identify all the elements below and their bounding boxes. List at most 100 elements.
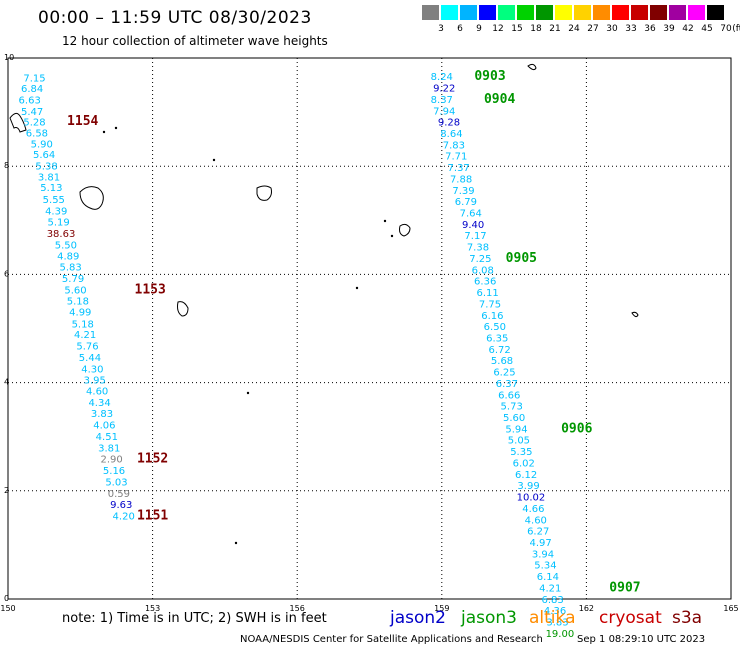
y-tick-label: 0 (4, 594, 9, 603)
wave-height-value: 3.83 (546, 618, 568, 629)
islet-dot (383, 219, 387, 223)
wave-height-value: 6.02 (513, 458, 535, 469)
legend-swatch (422, 5, 439, 20)
wave-height-value: 5.50 (55, 240, 77, 251)
legend-label: 39 (663, 24, 675, 34)
y-tick-label: 2 (4, 486, 9, 495)
legend-swatch (555, 5, 572, 20)
wave-height-value: 6.50 (484, 322, 506, 333)
x-tick-label: 150 (0, 604, 15, 613)
wave-height-value: 6.25 (493, 368, 515, 379)
wave-height-value: 5.47 (21, 107, 43, 118)
wave-height-value: 6.11 (476, 288, 498, 299)
pass-time-label: 1152 (137, 452, 168, 467)
wave-height-value: 7.15 (23, 73, 45, 84)
y-tick-label: 10 (4, 53, 14, 62)
wave-height-value: 5.18 (72, 319, 94, 330)
wave-height-value: 6.08 (472, 265, 494, 276)
wave-height-value: 7.25 (469, 254, 491, 265)
wave-height-value: 2.90 (100, 455, 122, 466)
wave-height-value: 4.36 (544, 606, 566, 617)
wave-height-value: 6.72 (489, 345, 511, 356)
wave-height-value: 4.60 (525, 515, 547, 526)
wave-height-value: 6.63 (19, 95, 41, 106)
wave-height-value: 8.37 (431, 95, 453, 106)
wave-height-value: 3.95 (84, 376, 106, 387)
islet-dot (212, 158, 216, 162)
wave-height-value: 6.83 (542, 595, 564, 606)
legend-label: 42 (682, 24, 694, 34)
wave-height-value: 5.90 (31, 139, 53, 150)
wave-height-value: 9.63 (110, 500, 132, 511)
pass-time-label: 0907 (609, 580, 640, 595)
wave-height-value: 5.34 (534, 561, 556, 572)
wave-height-value: 7.17 (464, 231, 486, 242)
legend-swatch (650, 5, 667, 20)
islet-dot (246, 391, 250, 395)
wave-height-value: 4.66 (522, 504, 544, 515)
legend-label: 18 (530, 24, 542, 34)
wave-height-value: 4.20 (113, 511, 135, 522)
wave-height-value: 5.03 (105, 477, 127, 488)
legend-label: 45 (701, 24, 713, 34)
wave-height-value: 7.64 (460, 209, 482, 220)
wave-height-value: 6.16 (481, 311, 503, 322)
legend-label: 70 (720, 24, 732, 34)
legend-swatch (574, 5, 591, 20)
credit-line: NOAA/NESDIS Center for Satellite Applica… (240, 634, 543, 645)
wave-height-value: 7.38 (467, 243, 489, 254)
wave-height-value: 4.30 (81, 364, 103, 375)
wave-height-value: 5.16 (103, 466, 125, 477)
wave-height-value: 5.05 (508, 436, 530, 447)
wave-height-value: 6.84 (21, 84, 43, 95)
legend-label: 3 (438, 24, 444, 34)
wave-height-value: 6.14 (537, 572, 559, 583)
legend-label: 9 (476, 24, 482, 34)
island-outline (399, 223, 411, 237)
wave-height-value: 7.88 (450, 174, 472, 185)
wave-height-value: 3.83 (91, 409, 113, 420)
island-outline (79, 186, 104, 210)
islet-dot (102, 130, 106, 134)
legend-label: 24 (568, 24, 580, 34)
legend-swatch (593, 5, 610, 20)
wave-height-value: 5.38 (35, 161, 57, 172)
satellite-name: altika (529, 608, 576, 628)
legend-swatch (479, 5, 496, 20)
wave-height-value: 38.63 (47, 229, 76, 240)
x-tick-label: 159 (434, 604, 449, 613)
wave-height-value: 5.18 (67, 297, 89, 308)
wave-height-value: 3.81 (98, 443, 120, 454)
wave-height-value: 3.94 (532, 549, 554, 560)
wave-height-value: 7.94 (433, 106, 455, 117)
wave-height-value: 4.06 (93, 421, 115, 432)
wave-height-value: 5.19 (47, 218, 69, 229)
wave-height-value: 7.71 (445, 152, 467, 163)
wave-height-value: 6.12 (515, 470, 537, 481)
legend-unit: (ft) (732, 24, 740, 34)
island-outline (256, 185, 272, 201)
wave-height-value: 6.58 (26, 128, 48, 139)
wave-height-value: 3.99 (517, 481, 539, 492)
legend-swatch (536, 5, 553, 20)
pass-time-label: 0904 (484, 92, 515, 107)
satellite-name: cryosat (599, 608, 662, 628)
wave-height-value: 5.28 (23, 118, 45, 129)
timestamp: Sep 1 08:29:10 UTC 2023 (577, 634, 706, 645)
satellite-name: jason3 (461, 608, 517, 628)
wave-height-value: 4.97 (529, 538, 551, 549)
legend-label: 15 (511, 24, 523, 34)
wave-height-value: 19.00 (546, 629, 575, 640)
satellite-name: jason2 (390, 608, 446, 628)
map-title: 00:00 – 11:59 UTC 08/30/2023 (38, 8, 312, 28)
wave-height-value: 7.83 (443, 140, 465, 151)
wave-height-value: 6.27 (527, 527, 549, 538)
islet-dot (114, 126, 118, 130)
wave-height-value: 5.76 (76, 342, 98, 353)
island-outline (9, 112, 27, 133)
wave-height-value: 4.21 (74, 330, 96, 341)
legend-swatch (612, 5, 629, 20)
wave-height-value: 4.51 (96, 432, 118, 443)
y-tick-label: 8 (4, 161, 9, 170)
legend-swatch (669, 5, 686, 20)
